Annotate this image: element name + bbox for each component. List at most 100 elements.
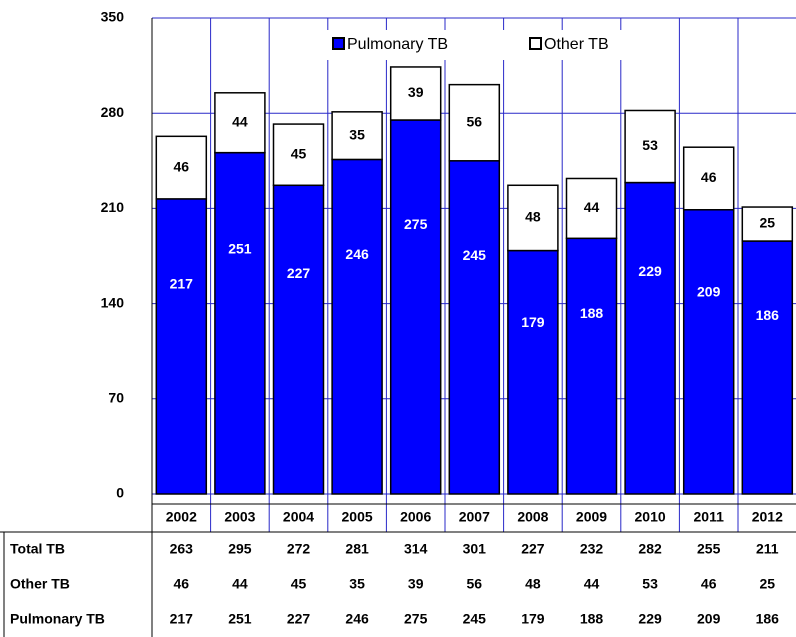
x-tick-label: 2002	[166, 509, 197, 525]
table-cell: 227	[521, 541, 545, 557]
data-label: 25	[760, 215, 776, 231]
data-label: 44	[584, 199, 600, 215]
table-cell: 245	[463, 611, 487, 627]
y-tick-label: 140	[101, 294, 125, 310]
x-tick-label: 2012	[752, 509, 783, 525]
table-cell: 45	[291, 576, 307, 592]
legend-box	[325, 30, 645, 60]
y-tick-label: 0	[116, 485, 124, 501]
table-cell: 53	[642, 576, 658, 592]
table-cell: 44	[232, 576, 248, 592]
table-cell: 188	[580, 611, 604, 627]
row-label: Pulmonary TB	[10, 611, 105, 627]
bar-segment	[624, 109, 676, 184]
bar-segment	[272, 184, 325, 495]
table-cell: 229	[638, 611, 662, 627]
bar-segment	[214, 92, 266, 154]
data-label: 245	[463, 247, 487, 263]
table-cell: 246	[345, 611, 369, 627]
bar-segment	[741, 206, 794, 242]
x-tick-label: 2010	[635, 509, 666, 525]
legend-label: Pulmonary TB	[347, 36, 448, 53]
table-cell: 209	[697, 611, 721, 627]
table-cell: 281	[345, 541, 369, 557]
legend-swatch	[332, 37, 345, 50]
table-cell: 301	[463, 541, 487, 557]
table-cell: 272	[287, 541, 311, 557]
table-cell: 46	[174, 576, 190, 592]
table-cell: 282	[638, 541, 662, 557]
x-tick-label: 2011	[694, 509, 725, 525]
bar-segment	[624, 181, 676, 495]
data-label: 39	[408, 84, 424, 100]
bar-segment	[389, 119, 442, 495]
data-label: 251	[228, 241, 252, 257]
data-label: 246	[345, 246, 369, 262]
y-tick-label: 350	[101, 9, 125, 25]
data-label: 227	[287, 265, 311, 281]
table-cell: 56	[467, 576, 483, 592]
table-cell: 39	[408, 576, 424, 592]
table-cell: 35	[349, 576, 365, 592]
bar-segment	[507, 184, 559, 252]
table-cell: 44	[584, 576, 600, 592]
data-label: 56	[467, 113, 483, 129]
table-cell: 211	[756, 541, 779, 557]
legend-label: Other TB	[544, 36, 609, 53]
bar-segment	[214, 151, 266, 495]
bar-segment	[448, 83, 501, 162]
bar-segment	[565, 237, 618, 495]
bar-segment	[682, 146, 735, 211]
table-cell: 232	[580, 541, 604, 557]
table-cell: 295	[228, 541, 252, 557]
x-tick-label: 2004	[283, 509, 314, 525]
table-cell: 25	[760, 576, 776, 592]
bar-segment	[507, 249, 559, 495]
y-tick-label: 280	[101, 104, 125, 120]
data-label: 179	[521, 314, 545, 330]
data-label: 53	[642, 137, 658, 153]
table-cell: 227	[287, 611, 311, 627]
table-cell: 251	[228, 611, 252, 627]
bar-segment	[682, 209, 735, 495]
bar-segment	[389, 66, 442, 121]
data-label: 44	[232, 113, 248, 129]
data-label: 217	[170, 275, 194, 291]
y-tick-label: 210	[101, 199, 125, 215]
data-label: 229	[638, 263, 662, 279]
table-cell: 186	[756, 611, 780, 627]
legend-swatch	[529, 37, 542, 50]
x-tick-label: 2008	[517, 509, 548, 525]
table-cell: 255	[697, 541, 721, 557]
bar-segment	[741, 240, 794, 495]
bar-segment	[565, 177, 618, 240]
data-label: 275	[404, 216, 428, 232]
table-cell: 179	[521, 611, 545, 627]
bar-segment	[331, 111, 383, 161]
table-cell: 263	[170, 541, 194, 557]
data-label: 45	[291, 145, 307, 161]
data-label: 188	[580, 305, 604, 321]
row-label: Other TB	[10, 576, 70, 592]
bar-segment	[155, 198, 208, 495]
x-tick-label: 2003	[224, 509, 255, 525]
table-cell: 46	[701, 576, 717, 592]
table-cell: 217	[170, 611, 194, 627]
row-label: Total TB	[10, 541, 65, 557]
x-tick-label: 2006	[400, 509, 431, 525]
x-tick-label: 2005	[342, 509, 373, 525]
data-label: 35	[349, 126, 365, 142]
bar-segment	[448, 160, 501, 495]
table-cell: 275	[404, 611, 428, 627]
bar-segment	[331, 158, 383, 495]
table-cell: 48	[525, 576, 541, 592]
y-tick-label: 70	[108, 390, 124, 406]
bar-segment	[155, 135, 208, 200]
data-label: 46	[701, 169, 717, 185]
data-label: 46	[174, 158, 190, 174]
table-cell: 314	[404, 541, 428, 557]
x-tick-label: 2009	[576, 509, 607, 525]
data-label: 209	[697, 284, 721, 300]
x-tick-label: 2007	[459, 509, 490, 525]
